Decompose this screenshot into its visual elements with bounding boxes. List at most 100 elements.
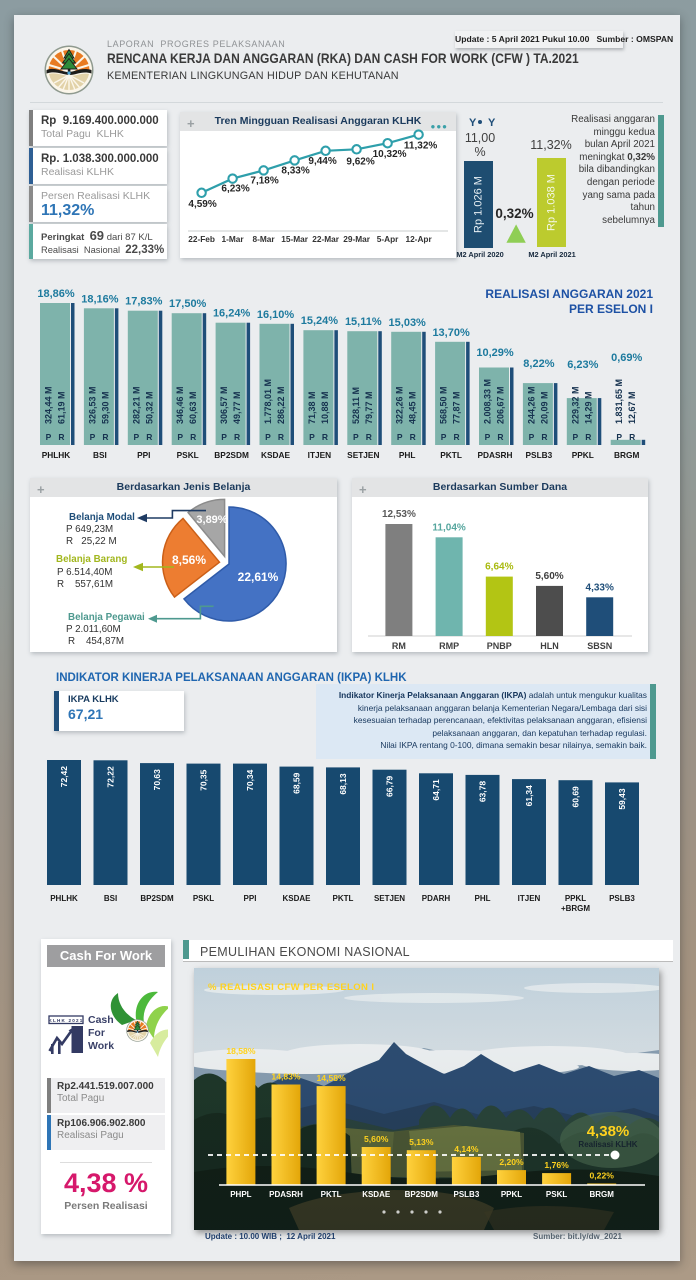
svg-text:1.778,01 M: 1.778,01 M bbox=[263, 379, 273, 424]
svg-text:P 2.011,60M: P 2.011,60M bbox=[66, 624, 121, 635]
svg-text:M2 April 2020: M2 April 2020 bbox=[456, 250, 503, 259]
svg-text:R: R bbox=[102, 432, 108, 442]
svg-text:PSLB3: PSLB3 bbox=[526, 450, 553, 460]
svg-text:1,76%: 1,76% bbox=[544, 1160, 569, 1170]
svg-text:BRGM: BRGM bbox=[589, 1190, 614, 1199]
svg-text:R: R bbox=[541, 432, 547, 442]
svg-text:Belanja Pegawai: Belanja Pegawai bbox=[68, 612, 145, 623]
svg-text:R: R bbox=[278, 432, 284, 442]
svg-text:KSDAE: KSDAE bbox=[261, 450, 291, 460]
svg-text:5-Apr: 5-Apr bbox=[377, 234, 399, 244]
svg-text:17,50%: 17,50% bbox=[169, 298, 207, 310]
svg-text:71,38 M: 71,38 M bbox=[307, 391, 317, 424]
svg-text:RMP: RMP bbox=[439, 641, 459, 651]
svg-text:For: For bbox=[88, 1027, 105, 1039]
svg-text:11,04%: 11,04% bbox=[432, 522, 465, 533]
svg-text:P: P bbox=[572, 432, 578, 442]
svg-text:PPKL: PPKL bbox=[572, 450, 594, 460]
svg-text:61,34: 61,34 bbox=[524, 785, 534, 807]
svg-text:77,87 M: 77,87 M bbox=[452, 391, 462, 424]
svg-text:BP2SDM: BP2SDM bbox=[214, 450, 249, 460]
svg-text:PSKL: PSKL bbox=[193, 894, 214, 903]
svg-text:ITJEN: ITJEN bbox=[518, 894, 541, 903]
svg-text:P: P bbox=[441, 432, 447, 442]
svg-text:Realisasi KLHK: Realisasi KLHK bbox=[578, 1140, 637, 1149]
svg-text:P: P bbox=[90, 432, 96, 442]
svg-text:59,30 M: 59,30 M bbox=[100, 391, 110, 424]
svg-text:PKTL: PKTL bbox=[440, 450, 462, 460]
svg-text:Work: Work bbox=[88, 1040, 114, 1052]
svg-text:BP2SDM: BP2SDM bbox=[405, 1190, 439, 1199]
svg-text:4,14%: 4,14% bbox=[454, 1144, 479, 1154]
svg-text:22-Mar: 22-Mar bbox=[312, 234, 340, 244]
svg-text:2,20%: 2,20% bbox=[499, 1157, 524, 1167]
svg-text:R: R bbox=[58, 432, 64, 442]
svg-text:PSKL: PSKL bbox=[546, 1190, 567, 1199]
svg-text:PDASRH: PDASRH bbox=[477, 450, 512, 460]
svg-text:16,24%: 16,24% bbox=[213, 308, 251, 320]
svg-text:Rp 1.026 M: Rp 1.026 M bbox=[473, 176, 485, 233]
svg-text:0,69%: 0,69% bbox=[611, 352, 642, 364]
svg-text:68,13: 68,13 bbox=[338, 773, 348, 795]
svg-text:12,53%: 12,53% bbox=[382, 509, 416, 520]
svg-text:PPI: PPI bbox=[244, 894, 257, 903]
svg-text:63,78: 63,78 bbox=[478, 781, 488, 803]
svg-text:568,50 M: 568,50 M bbox=[439, 386, 449, 424]
svg-text:%: % bbox=[474, 145, 485, 159]
svg-text:10,29%: 10,29% bbox=[476, 347, 514, 359]
svg-text:8,22%: 8,22% bbox=[523, 358, 554, 370]
svg-text:P: P bbox=[46, 432, 52, 442]
svg-text:14,58%: 14,58% bbox=[317, 1073, 347, 1083]
svg-text:R: R bbox=[629, 432, 635, 442]
svg-text:PHLHK: PHLHK bbox=[42, 450, 71, 460]
svg-text:18,58%: 18,58% bbox=[226, 1046, 256, 1056]
svg-text:282,21 M: 282,21 M bbox=[131, 386, 141, 424]
svg-text:528,11 M: 528,11 M bbox=[351, 387, 361, 424]
svg-text:0,32%: 0,32% bbox=[495, 206, 533, 221]
svg-text:324,44 M: 324,44 M bbox=[44, 386, 54, 424]
svg-text:29-Mar: 29-Mar bbox=[343, 234, 371, 244]
svg-text:PSKL: PSKL bbox=[177, 450, 199, 460]
svg-text:REALISASI ANGGARAN 2021: REALISASI ANGGARAN 2021 bbox=[485, 287, 653, 301]
svg-text:7,18%: 7,18% bbox=[250, 175, 278, 186]
svg-text:4,33%: 4,33% bbox=[586, 582, 614, 593]
svg-text:M2 April 2021: M2 April 2021 bbox=[528, 250, 575, 259]
svg-text:R: R bbox=[410, 432, 416, 442]
svg-text:322,26 M: 322,26 M bbox=[395, 386, 405, 424]
svg-text:ITJEN: ITJEN bbox=[308, 450, 332, 460]
svg-text:4,59%: 4,59% bbox=[188, 199, 216, 210]
svg-text:PKTL: PKTL bbox=[333, 894, 354, 903]
svg-text:P: P bbox=[397, 432, 403, 442]
svg-text:11,32%: 11,32% bbox=[530, 138, 571, 152]
svg-text:Belanja Barang: Belanja Barang bbox=[56, 554, 127, 565]
svg-text:P: P bbox=[485, 432, 491, 442]
svg-text:P 649,23M: P 649,23M bbox=[66, 524, 113, 535]
svg-text:15,24%: 15,24% bbox=[301, 315, 339, 327]
svg-text:Y: Y bbox=[469, 117, 477, 129]
svg-text:HLN: HLN bbox=[540, 641, 559, 651]
svg-text:PSLB3: PSLB3 bbox=[454, 1190, 480, 1199]
svg-text:4,38%: 4,38% bbox=[587, 1123, 630, 1140]
svg-text:PDARH: PDARH bbox=[422, 894, 451, 903]
svg-text:R: R bbox=[146, 432, 152, 442]
svg-text:5,60%: 5,60% bbox=[535, 571, 563, 582]
svg-text:SETJEN: SETJEN bbox=[374, 894, 405, 903]
svg-text:16,10%: 16,10% bbox=[257, 309, 295, 321]
svg-text:PHL: PHL bbox=[475, 894, 491, 903]
svg-text:PHPL: PHPL bbox=[230, 1190, 251, 1199]
svg-text:0,22%: 0,22% bbox=[590, 1171, 615, 1181]
svg-text:P: P bbox=[309, 432, 315, 442]
svg-text:RM: RM bbox=[392, 641, 406, 651]
svg-text:10,32%: 10,32% bbox=[373, 149, 407, 160]
svg-text:12,67 M: 12,67 M bbox=[627, 391, 637, 424]
svg-text:49,77 M: 49,77 M bbox=[232, 391, 242, 424]
svg-text:15,03%: 15,03% bbox=[389, 317, 427, 329]
svg-text:5,13%: 5,13% bbox=[409, 1137, 434, 1147]
svg-text:1.831,65 M: 1.831,65 M bbox=[614, 379, 624, 424]
svg-text:BSI: BSI bbox=[93, 450, 107, 460]
svg-text:P 6.514,40M: P 6.514,40M bbox=[57, 567, 112, 578]
svg-text:R: R bbox=[234, 432, 240, 442]
svg-text:PNBP: PNBP bbox=[487, 641, 512, 651]
svg-text:PSLB3: PSLB3 bbox=[609, 894, 635, 903]
svg-text:22,61%: 22,61% bbox=[238, 570, 279, 584]
